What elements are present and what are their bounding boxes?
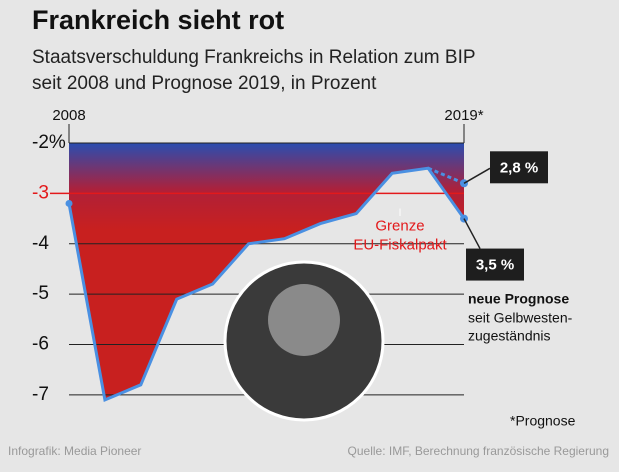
y-tick-label: -6 [32,334,49,355]
y-tick-label: -5 [32,283,49,304]
label-box [490,151,548,184]
line [67,166,466,403]
point [65,199,73,207]
y-tick-label: -4 [32,233,49,254]
portrait-face [268,284,340,356]
annotation-title: neue Prognose [468,291,569,307]
credit: Infografik: Media Pioneer [8,444,141,458]
x-tick-label: 2019* [444,107,483,124]
subtitle: seit 2008 und Prognose 2019, in Prozent [32,73,377,94]
data-label: 2,8 % [500,159,538,176]
label-connector [463,167,491,184]
y-tick-label: -2% [32,132,66,153]
threshold-label: EU-Fiskalpakt [353,237,447,254]
annotation-text: seit Gelbwesten- [468,310,573,326]
x-tick-label: 2008 [52,107,85,124]
threshold-label: Grenze [375,218,424,235]
label-box [466,248,524,281]
y-tick-label: -3 [32,182,49,203]
area [69,143,464,400]
source: Quelle: IMF, Berechnung französische Reg… [348,444,609,458]
annotation-text: zugeständnis [468,328,551,344]
subtitle: Staatsverschuldung Frankreichs in Relati… [32,47,476,68]
footnote: *Prognose [510,413,576,429]
chart-title: Frankreich sieht rot [32,5,284,35]
data-label: 3,5 % [476,257,514,274]
label-connector [463,218,481,249]
y-tick-label: -7 [32,384,49,405]
